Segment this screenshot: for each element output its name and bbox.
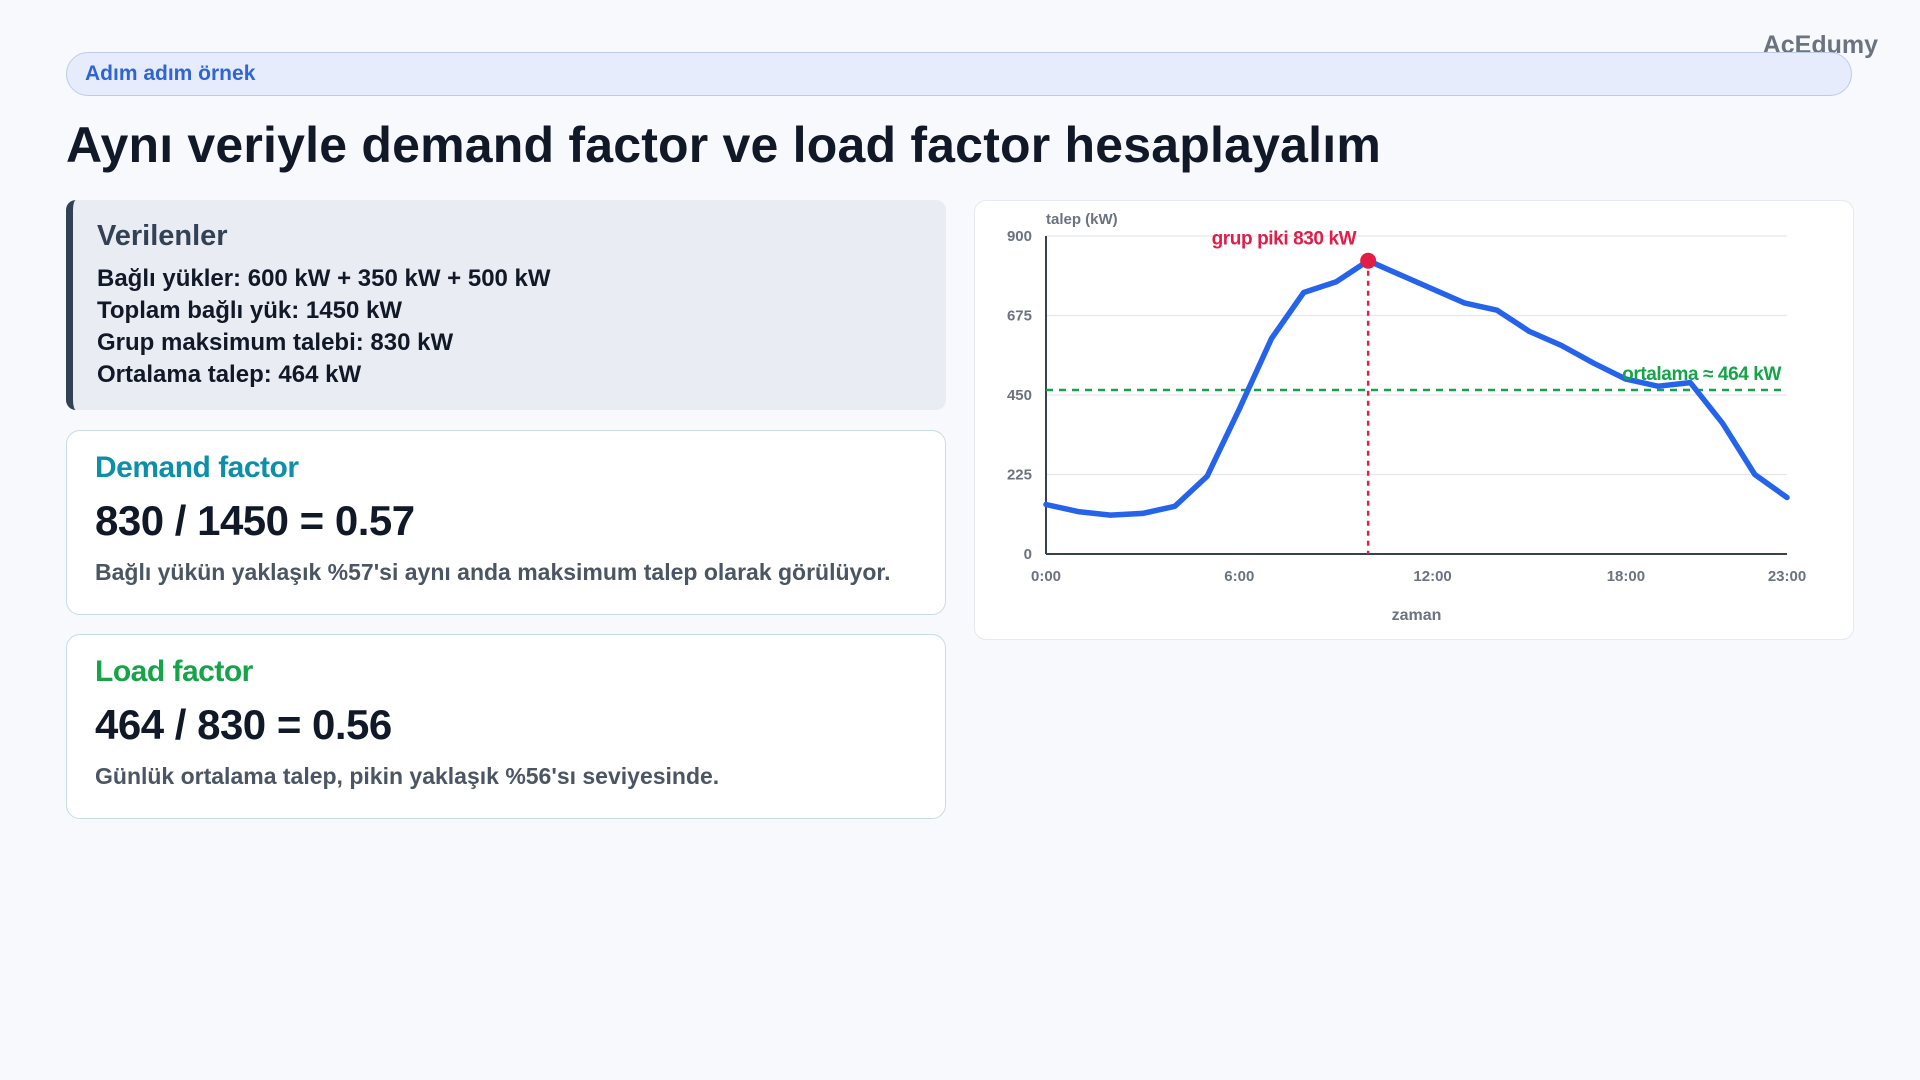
- y-axis-label: talep (kW): [1046, 211, 1118, 228]
- peak-marker: [1360, 252, 1377, 269]
- given-line: Bağlı yükler: 600 kW + 350 kW + 500 kW: [97, 265, 551, 292]
- average-label: ortalama ≈ 464 kW: [1622, 364, 1781, 385]
- x-tick-label: 18:00: [1607, 568, 1645, 585]
- demand-factor-formula: 830 / 1450 = 0.57: [95, 497, 415, 544]
- demand-chart-card: 0 225 450 675 900 0:00 6:00 12:00 18:00 23:00 tale…: [974, 200, 1854, 640]
- load-factor-title: Load factor: [95, 655, 253, 688]
- load-factor-description: Günlük ortalama talep, pikin yaklaşık %5…: [95, 763, 720, 789]
- demand-factor-card: Demand factor 830 / 1450 = 0.57 Bağlı yü…: [66, 430, 946, 615]
- y-tick-label: 900: [1007, 228, 1032, 245]
- x-tick-label: 23:00: [1768, 568, 1806, 585]
- y-tick-label: 450: [1007, 387, 1032, 404]
- x-tick-label: 12:00: [1413, 568, 1451, 585]
- page-title: Aynı veriyle demand factor ve load facto…: [66, 117, 1381, 173]
- load-factor-card: Load factor 464 / 830 = 0.56 Günlük orta…: [66, 634, 946, 819]
- given-panel: Verilenler Bağlı yükler: 600 kW + 350 kW…: [66, 200, 946, 410]
- load-factor-formula: 464 / 830 = 0.56: [95, 701, 392, 748]
- x-tick-label: 6:00: [1224, 568, 1254, 585]
- y-tick-label: 675: [1007, 308, 1032, 325]
- demand-chart: 0 225 450 675 900 0:00 6:00 12:00 18:00 23:00 tale…: [1007, 211, 1806, 624]
- step-badge: Adım adım örnek: [66, 52, 1852, 96]
- x-tick-label: 0:00: [1031, 568, 1061, 585]
- peak-label: grup piki 830 kW: [1212, 229, 1357, 250]
- x-axis-label: zaman: [1392, 607, 1442, 624]
- y-tick-label: 0: [1024, 546, 1032, 563]
- demand-line: [1043, 257, 1790, 518]
- given-heading: Verilenler: [97, 220, 228, 252]
- y-tick-label: 225: [1007, 467, 1032, 484]
- given-line: Ortalama talep: 464 kW: [97, 361, 362, 388]
- demand-factor-title: Demand factor: [95, 451, 299, 484]
- demand-factor-description: Bağlı yükün yaklaşık %57'si aynı anda ma…: [95, 559, 891, 585]
- given-line: Grup maksimum talebi: 830 kW: [97, 329, 454, 356]
- given-line: Toplam bağlı yük: 1450 kW: [97, 297, 402, 324]
- step-badge-label: Adım adım örnek: [85, 62, 256, 85]
